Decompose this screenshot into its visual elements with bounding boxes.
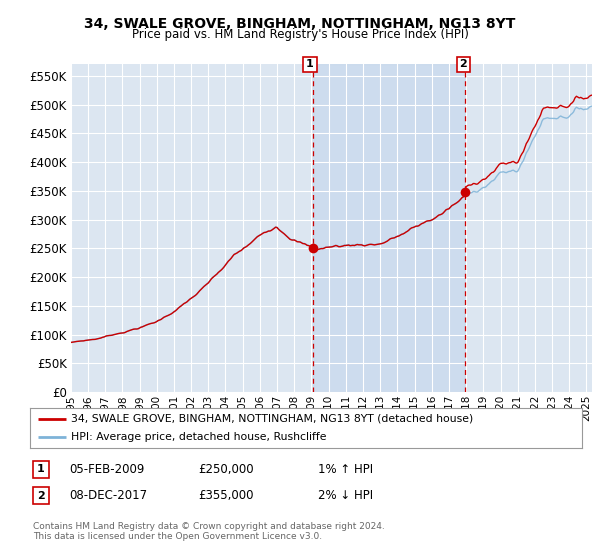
Text: 1% ↑ HPI: 1% ↑ HPI bbox=[318, 463, 373, 476]
Text: 1: 1 bbox=[37, 464, 44, 474]
Text: 2: 2 bbox=[460, 59, 467, 69]
Text: Price paid vs. HM Land Registry's House Price Index (HPI): Price paid vs. HM Land Registry's House … bbox=[131, 28, 469, 41]
Text: Contains HM Land Registry data © Crown copyright and database right 2024.
This d: Contains HM Land Registry data © Crown c… bbox=[33, 522, 385, 542]
Text: £250,000: £250,000 bbox=[198, 463, 254, 476]
Text: 1: 1 bbox=[306, 59, 314, 69]
Text: 34, SWALE GROVE, BINGHAM, NOTTINGHAM, NG13 8YT: 34, SWALE GROVE, BINGHAM, NOTTINGHAM, NG… bbox=[85, 17, 515, 31]
Text: 34, SWALE GROVE, BINGHAM, NOTTINGHAM, NG13 8YT (detached house): 34, SWALE GROVE, BINGHAM, NOTTINGHAM, NG… bbox=[71, 414, 473, 423]
Text: £355,000: £355,000 bbox=[198, 489, 254, 502]
Text: 2: 2 bbox=[37, 491, 44, 501]
Bar bbox=[313, 64, 465, 392]
Text: 08-DEC-2017: 08-DEC-2017 bbox=[69, 489, 147, 502]
Text: 05-FEB-2009: 05-FEB-2009 bbox=[69, 463, 145, 476]
Text: 2% ↓ HPI: 2% ↓ HPI bbox=[318, 489, 373, 502]
Text: HPI: Average price, detached house, Rushcliffe: HPI: Average price, detached house, Rush… bbox=[71, 432, 327, 442]
